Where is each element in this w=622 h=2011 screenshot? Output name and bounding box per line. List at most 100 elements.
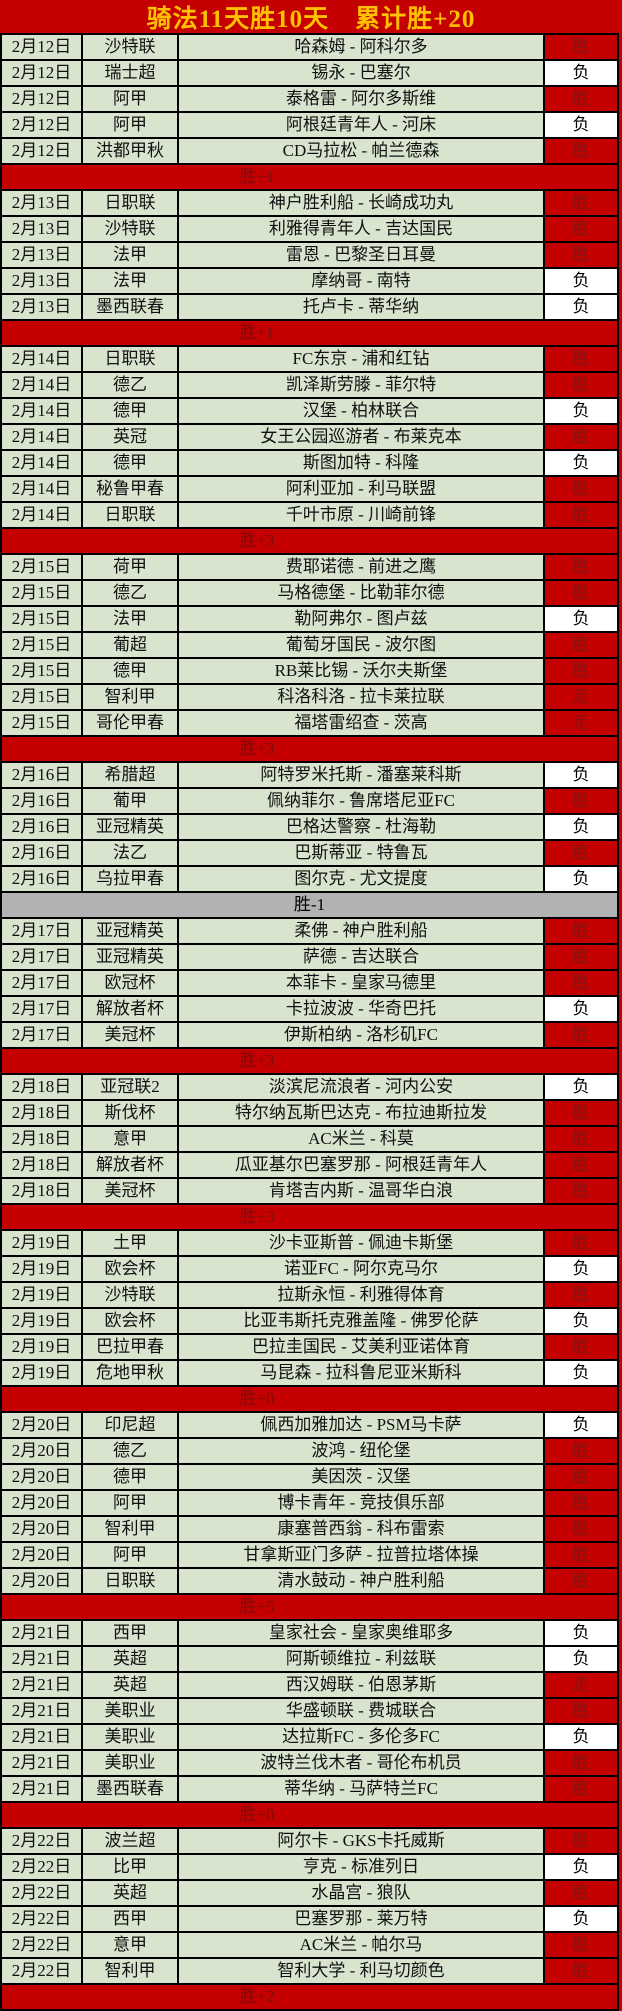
result-cell: 胜 bbox=[543, 241, 619, 269]
match-cell: 神户胜利船 - 长崎成功丸 bbox=[177, 189, 545, 217]
result-cell: 负 bbox=[543, 449, 619, 477]
match-row: 2月13日 日职联 神户胜利船 - 长崎成功丸胜 bbox=[0, 189, 619, 217]
date-cell: 2月16日 bbox=[0, 865, 83, 893]
league-cell: 德甲 bbox=[81, 449, 179, 477]
date-cell: 2月15日 bbox=[0, 683, 83, 711]
result-cell: 负 bbox=[543, 1073, 619, 1101]
result-cell: 负 bbox=[543, 1411, 619, 1439]
league-cell: 沙特联 bbox=[81, 1281, 179, 1309]
result-cell: 胜 bbox=[543, 1567, 619, 1595]
result-cell: 胜 bbox=[543, 1749, 619, 1777]
league-cell: 沙特联 bbox=[81, 215, 179, 243]
match-row: 2月19日 巴拉甲春 巴拉圭国民 - 艾美利亚诺体育胜 bbox=[0, 1333, 619, 1361]
date-cell: 2月12日 bbox=[0, 59, 83, 87]
day-summary-cell: 胜+1 bbox=[0, 163, 619, 191]
date-cell: 2月18日 bbox=[0, 1099, 83, 1127]
date-cell: 2月17日 bbox=[0, 943, 83, 971]
result-cell: 胜 bbox=[543, 345, 619, 373]
date-cell: 2月19日 bbox=[0, 1359, 83, 1387]
day-summary-row: 胜+1 bbox=[0, 163, 619, 191]
league-cell: 墨西联春 bbox=[81, 293, 179, 321]
result-cell: 胜 bbox=[543, 1281, 619, 1309]
result-cell: 胜 bbox=[543, 969, 619, 997]
date-cell: 2月17日 bbox=[0, 1021, 83, 1049]
day-summary-row: 胜+1 bbox=[0, 319, 619, 347]
date-cell: 2月19日 bbox=[0, 1307, 83, 1335]
date-cell: 2月21日 bbox=[0, 1723, 83, 1751]
result-cell: 负 bbox=[543, 267, 619, 295]
match-cell: 诺亚FC - 阿尔克马尔 bbox=[177, 1255, 545, 1283]
league-cell: 欧会杯 bbox=[81, 1307, 179, 1335]
match-cell: 波特兰伐木者 - 哥伦布机员 bbox=[177, 1749, 545, 1777]
match-row: 2月13日 沙特联 利雅得青年人 - 吉达国民胜 bbox=[0, 215, 619, 243]
date-cell: 2月13日 bbox=[0, 267, 83, 295]
date-cell: 2月22日 bbox=[0, 1879, 83, 1907]
league-cell: 阿甲 bbox=[81, 1489, 179, 1517]
day-summary-cell: 胜+0 bbox=[0, 1801, 619, 1829]
league-cell: 美职业 bbox=[81, 1723, 179, 1751]
league-cell: 亚冠联2 bbox=[81, 1073, 179, 1101]
day-summary-row: 胜+3 bbox=[0, 527, 619, 555]
league-cell: 德甲 bbox=[81, 1463, 179, 1491]
match-row: 2月21日 美职业 华盛顿联 - 费城联合胜 bbox=[0, 1697, 619, 1725]
date-cell: 2月21日 bbox=[0, 1749, 83, 1777]
match-cell: 勒阿弗尔 - 图卢兹 bbox=[177, 605, 545, 633]
date-cell: 2月14日 bbox=[0, 345, 83, 373]
match-row: 2月14日 德乙 凯泽斯劳滕 - 菲尔特胜 bbox=[0, 371, 619, 399]
result-cell: 负 bbox=[543, 813, 619, 841]
match-cell: 阿尔卡 - GKS卡托威斯 bbox=[177, 1827, 545, 1855]
match-cell: 佩纳菲尔 - 鲁席塔尼亚FC bbox=[177, 787, 545, 815]
result-cell: 胜 bbox=[543, 787, 619, 815]
league-cell: 希腊超 bbox=[81, 761, 179, 789]
result-cell: 负 bbox=[543, 293, 619, 321]
match-row: 2月21日 美职业 达拉斯FC - 多伦多FC 负 bbox=[0, 1723, 619, 1751]
date-cell: 2月17日 bbox=[0, 917, 83, 945]
match-row: 2月17日 美冠杯 伊斯柏纳 - 洛杉矶FC 胜 bbox=[0, 1021, 619, 1049]
result-cell: 胜 bbox=[543, 1775, 619, 1803]
match-cell: 福塔雷绍查 - 茨高 bbox=[177, 709, 545, 737]
league-cell: 阿甲 bbox=[81, 85, 179, 113]
league-cell: 美冠杯 bbox=[81, 1021, 179, 1049]
match-cell: CD马拉松 - 帕兰德森 bbox=[177, 137, 545, 165]
league-cell: 亚冠精英 bbox=[81, 813, 179, 841]
match-row: 2月19日 土甲 沙卡亚斯普 - 佩迪卡斯堡胜 bbox=[0, 1229, 619, 1257]
match-row: 2月14日 德甲 汉堡 - 柏林联合负 bbox=[0, 397, 619, 425]
match-row: 2月18日 亚冠联2 淡滨尼流浪者 - 河内公安负 bbox=[0, 1073, 619, 1101]
date-cell: 2月19日 bbox=[0, 1281, 83, 1309]
date-cell: 2月20日 bbox=[0, 1463, 83, 1491]
match-cell: 瓜亚基尔巴塞罗那 - 阿根廷青年人 bbox=[177, 1151, 545, 1179]
match-cell: 达拉斯FC - 多伦多FC bbox=[177, 1723, 545, 1751]
result-cell: 胜 bbox=[543, 1489, 619, 1517]
day-summary-row: 胜+5 bbox=[0, 1593, 619, 1621]
match-row: 2月21日 西甲 皇家社会 - 皇家奥维耶多负 bbox=[0, 1619, 619, 1647]
league-cell: 美职业 bbox=[81, 1697, 179, 1725]
date-cell: 2月21日 bbox=[0, 1697, 83, 1725]
result-cell: 胜 bbox=[543, 1541, 619, 1569]
date-cell: 2月13日 bbox=[0, 215, 83, 243]
match-row: 2月16日 葡甲 佩纳菲尔 - 鲁席塔尼亚FC 胜 bbox=[0, 787, 619, 815]
date-cell: 2月14日 bbox=[0, 397, 83, 425]
league-cell: 美职业 bbox=[81, 1749, 179, 1777]
date-cell: 2月20日 bbox=[0, 1437, 83, 1465]
date-cell: 2月22日 bbox=[0, 1931, 83, 1959]
result-cell: 负 bbox=[543, 605, 619, 633]
match-cell: 佩西加雅加达 - PSM马卡萨 bbox=[177, 1411, 545, 1439]
match-row: 2月13日 法甲 雷恩 - 巴黎圣日耳曼胜 bbox=[0, 241, 619, 269]
league-cell: 德乙 bbox=[81, 371, 179, 399]
match-cell: 泰格雷 - 阿尔多斯维 bbox=[177, 85, 545, 113]
result-cell: 胜 bbox=[543, 1957, 619, 1985]
match-row: 2月12日 阿甲 泰格雷 - 阿尔多斯维胜 bbox=[0, 85, 619, 113]
result-cell: 胜 bbox=[543, 1827, 619, 1855]
league-cell: 德乙 bbox=[81, 579, 179, 607]
league-cell: 比甲 bbox=[81, 1853, 179, 1881]
result-cell: 负 bbox=[543, 59, 619, 87]
match-cell: 汉堡 - 柏林联合 bbox=[177, 397, 545, 425]
match-row: 2月13日 法甲 摩纳哥 - 南特负 bbox=[0, 267, 619, 295]
result-cell: 胜 bbox=[543, 1177, 619, 1205]
match-cell: 阿斯顿维拉 - 利兹联 bbox=[177, 1645, 545, 1673]
match-row: 2月19日 欧会杯 诺亚FC - 阿尔克马尔负 bbox=[0, 1255, 619, 1283]
match-cell: AC米兰 - 帕尔马 bbox=[177, 1931, 545, 1959]
date-cell: 2月13日 bbox=[0, 241, 83, 269]
match-row: 2月16日 亚冠精英 巴格达警察 - 杜海勒负 bbox=[0, 813, 619, 841]
